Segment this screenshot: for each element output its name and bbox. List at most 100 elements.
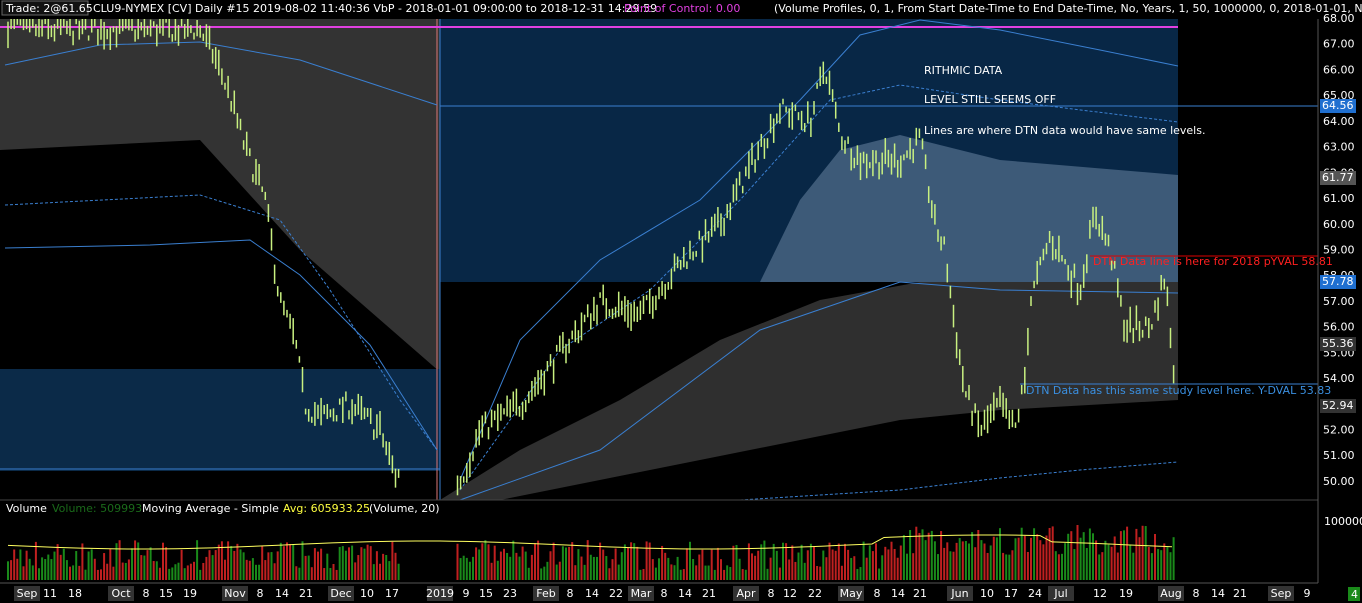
volume-bar (955, 542, 958, 580)
volume-bar (100, 569, 102, 580)
date-label: Sep (17, 587, 38, 600)
volume-bar (478, 549, 481, 580)
trade: Trade: 2@61.65 (5, 2, 93, 15)
volume-bar (385, 555, 388, 580)
volume-bar (1092, 533, 1094, 580)
volume-bar (134, 540, 137, 580)
volume-bar (859, 567, 862, 580)
volume-bar (555, 564, 558, 580)
volume-bar (183, 568, 186, 580)
volume-bar (165, 547, 168, 580)
volume-bar (233, 550, 236, 580)
volume-bar (87, 551, 90, 580)
volume-bar (1154, 534, 1156, 580)
volume-bar (248, 560, 251, 580)
volume-bar (819, 566, 822, 580)
volume-bar (611, 559, 614, 580)
date-label: 14 (585, 587, 599, 600)
volume-bar (831, 549, 834, 580)
date-label: 15 (159, 587, 173, 600)
price-label: 59.00 (1323, 243, 1355, 256)
volume-bar (692, 559, 695, 580)
price-label: 68.00 (1323, 12, 1355, 25)
volume-bar (106, 563, 109, 580)
volume-bar (332, 563, 335, 580)
volume-bar (149, 547, 152, 580)
volume-bar (537, 540, 540, 580)
volume-bar (1166, 547, 1169, 580)
date-label: May (840, 587, 863, 600)
volume-bar (825, 557, 828, 580)
volume-bar (465, 557, 468, 580)
volume-bar (521, 546, 524, 580)
volume-bar (1107, 544, 1110, 580)
volume-bar (456, 543, 459, 580)
volume-bar (738, 558, 741, 580)
date-label: 14 (275, 587, 289, 600)
date-label: 14 (1211, 587, 1225, 600)
volume-bar (103, 553, 106, 580)
volume-bar (1172, 537, 1175, 580)
volume-bar (589, 554, 592, 580)
volume-bar (952, 551, 955, 580)
volume-bar (940, 531, 943, 580)
volume-bar (586, 540, 589, 580)
volume-bar (1017, 537, 1020, 580)
month-box (1268, 586, 1294, 601)
volume-bar (13, 549, 16, 580)
volume-bar (124, 562, 127, 580)
date-label: 14 (891, 587, 905, 600)
volume-bar (7, 561, 9, 580)
volume-bar (239, 549, 242, 580)
volume-bar (1144, 526, 1147, 580)
volume-bar (534, 543, 536, 580)
annotation: LEVEL STILL SEEMS OFF (924, 93, 1056, 106)
date-label: 8 (661, 587, 668, 600)
volume-bar (140, 555, 143, 580)
volume-bar (369, 546, 372, 580)
volume-bar (816, 566, 819, 580)
volume-bar (543, 566, 546, 580)
volume-bar (506, 552, 509, 580)
volume-bar (763, 540, 766, 580)
date-label: 17 (385, 587, 399, 600)
date-label: 19 (183, 587, 197, 600)
volume-bar (924, 540, 927, 580)
volume-bar (754, 555, 757, 580)
volume-bar (484, 540, 487, 580)
date-label: 22 (609, 587, 623, 600)
volume-bar (1101, 552, 1104, 580)
volume-bar (59, 554, 62, 580)
volume-bar (307, 555, 310, 580)
volume-bar (608, 568, 611, 580)
volume-bar (65, 560, 68, 580)
date-label: Feb (536, 587, 555, 600)
volume-bar (868, 545, 871, 580)
volume-bar (490, 562, 493, 580)
volume-bar (596, 556, 598, 580)
volume-bar (847, 549, 850, 580)
date-label: 9 (463, 587, 470, 600)
volume-bar (41, 557, 44, 580)
volume-axis-label: 100000 (1324, 515, 1362, 528)
volume-bar (31, 565, 34, 580)
volume-bar (676, 556, 679, 580)
volume-bar (893, 548, 896, 580)
volume-bar (658, 558, 660, 580)
volume-bar (844, 543, 846, 580)
volume-bar (701, 549, 704, 580)
date-label: 22 (808, 587, 822, 600)
volume-bar (1014, 538, 1017, 580)
annotation: RITHMIC DATA (924, 64, 1003, 77)
volume-bar (524, 551, 527, 580)
volume-bar (899, 545, 902, 580)
volume-bar (620, 552, 623, 580)
volume-bar (475, 547, 478, 580)
volume-bar (313, 548, 316, 580)
volume-bar (989, 545, 992, 580)
price-label: 63.00 (1323, 141, 1355, 154)
volume-bar (1123, 530, 1125, 580)
volume-bar (1104, 540, 1107, 580)
volume-bar (1026, 551, 1029, 580)
